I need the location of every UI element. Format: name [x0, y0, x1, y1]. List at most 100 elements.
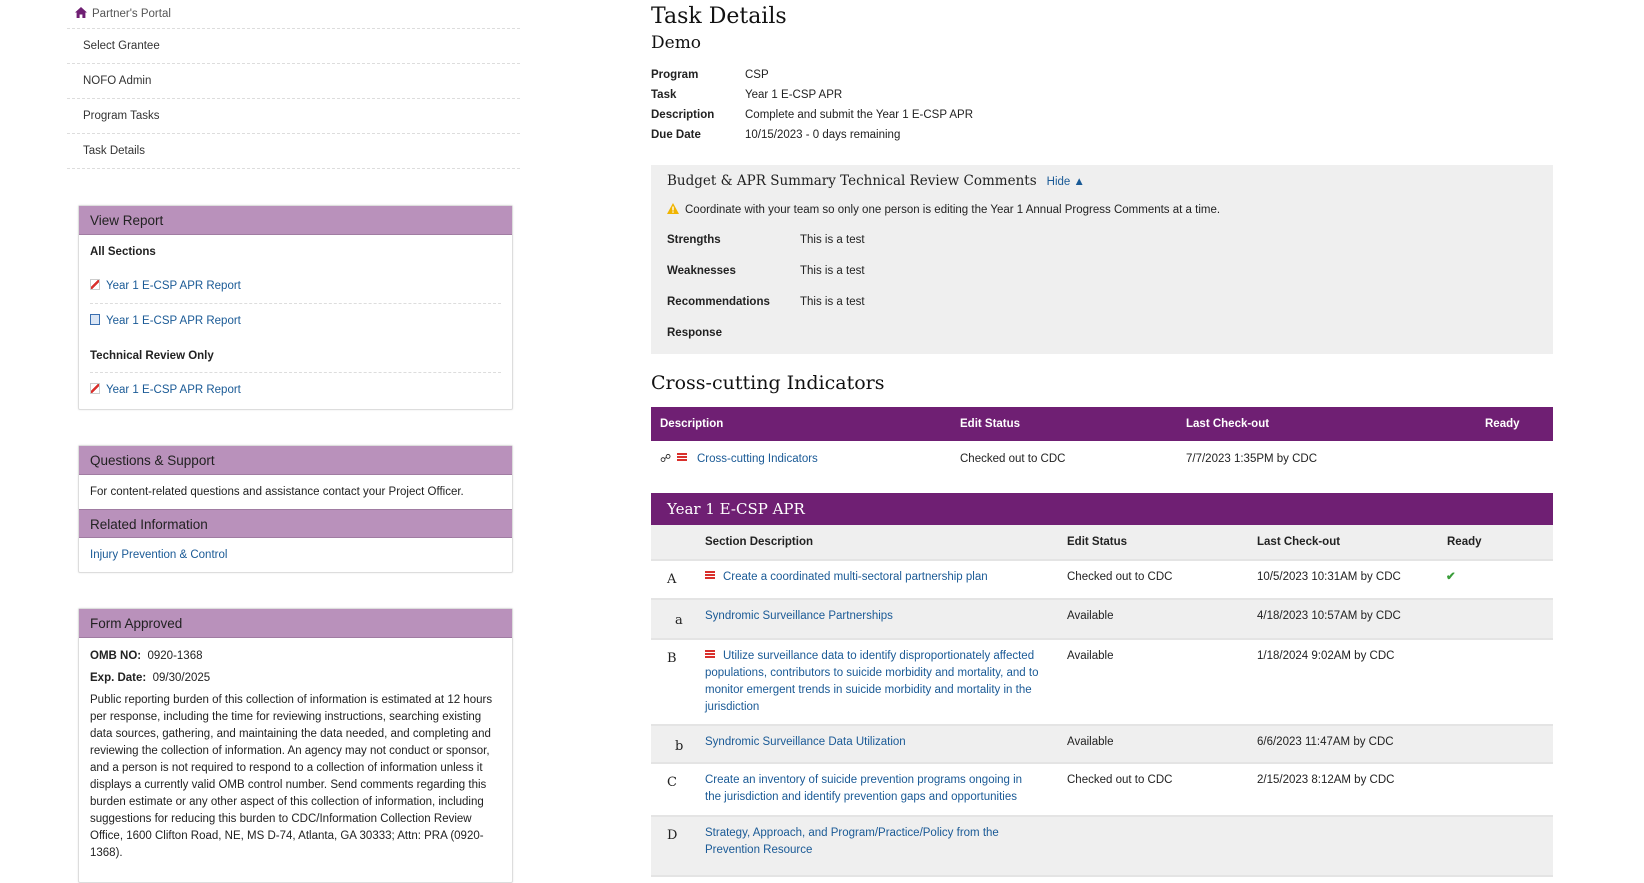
all-sections-heading: All Sections: [90, 246, 156, 258]
nav-partners-portal[interactable]: Partner's Portal: [67, 0, 520, 29]
col-last-checkout: Last Check-out: [1186, 418, 1270, 430]
related-info-title: Related Information: [79, 509, 512, 538]
field-label: Program: [651, 69, 699, 81]
col-edit-status: Edit Status: [1067, 536, 1128, 548]
panel-title: Form Approved: [79, 609, 512, 638]
panel-title: View Report: [79, 206, 512, 235]
home-icon: [75, 7, 87, 18]
comments-title: Budget & APR Summary Technical Review Co…: [667, 173, 1037, 189]
apr-row: b Syndromic Surveillance Data Utilization…: [651, 726, 1553, 764]
report-link-label[interactable]: Year 1 E-CSP APR Report: [106, 384, 241, 396]
report-link-pdf[interactable]: Year 1 E-CSP APR Report: [90, 269, 501, 304]
field-value: CSP: [745, 69, 769, 81]
comment-value: [800, 318, 1537, 349]
section-link[interactable]: Syndromic Surveillance Partnerships: [705, 610, 893, 622]
comment-row-recommendations: Recommendations This is a test: [667, 287, 1537, 318]
section-link[interactable]: Create a coordinated multi-sectoral part…: [723, 571, 988, 583]
comment-row-strengths: Strengths This is a test: [667, 225, 1537, 256]
edit-status: Available: [1067, 650, 1114, 662]
cross-cutting-header: Description Edit Status Last Check-out R…: [651, 407, 1553, 441]
apr-table-header: Section Description Edit Status Last Che…: [651, 525, 1553, 561]
edit-status: Checked out to CDC: [1067, 571, 1173, 583]
edit-status: Available: [1067, 610, 1114, 622]
section-letter: b: [675, 739, 684, 754]
page-title: Task Details: [651, 4, 787, 29]
nav-task-details[interactable]: Task Details: [67, 134, 520, 169]
field-label: Task: [651, 89, 677, 101]
exp-date: Exp. Date: 09/30/2025: [90, 670, 501, 687]
hide-toggle[interactable]: Hide ▲: [1046, 176, 1085, 188]
section-letter: A: [667, 572, 677, 587]
nav-nofo-admin[interactable]: NOFO Admin: [67, 64, 520, 99]
last-checkout: 7/7/2023 1:35PM by CDC: [1186, 453, 1318, 465]
apr-table-body: A Create a coordinated multi-sectoral par…: [651, 561, 1553, 877]
nav-program-tasks[interactable]: Program Tasks: [67, 99, 520, 134]
technical-review-heading: Technical Review Only: [90, 339, 501, 373]
burden-statement: Public reporting burden of this collecti…: [90, 694, 493, 859]
section-link[interactable]: Strategy, Approach, and Program/Practice…: [705, 827, 999, 856]
exp-label: Exp. Date:: [90, 672, 147, 684]
pdf-icon: [90, 383, 100, 394]
omb-number: OMB NO: 0920-1368: [90, 648, 501, 665]
last-checkout: 4/18/2023 10:57AM by CDC: [1257, 610, 1401, 622]
form-approved-panel: Form Approved OMB NO: 0920-1368 Exp. Dat…: [78, 608, 513, 883]
comment-row-weaknesses: Weaknesses This is a test: [667, 256, 1537, 287]
apr-row: D Strategy, Approach, and Program/Practic…: [651, 817, 1553, 877]
field-value: Year 1 E-CSP APR: [745, 89, 843, 101]
last-checkout: 10/5/2023 10:31AM by CDC: [1257, 571, 1401, 583]
task-fields: Program CSP Task Year 1 E-CSP APR Descript…: [651, 65, 1553, 145]
edit-status: Checked out to CDC: [960, 453, 1066, 465]
document-icon: [677, 453, 687, 462]
report-link-label[interactable]: Year 1 E-CSP APR Report: [106, 315, 241, 327]
col-description: Description: [660, 418, 724, 430]
support-panel: Questions & Support For content-related …: [78, 445, 513, 573]
omb-value: 0920-1368: [147, 650, 203, 662]
comment-label: Strengths: [667, 234, 721, 246]
report-link-word[interactable]: Year 1 E-CSP APR Report: [90, 304, 501, 339]
apr-row: B Utilize surveillance data to identify d…: [651, 640, 1553, 726]
section-letter: B: [667, 651, 677, 666]
comment-value: This is a test: [800, 234, 865, 246]
field-label: Due Date: [651, 129, 701, 141]
review-comments-box: Budget & APR Summary Technical Review Co…: [651, 165, 1553, 354]
section-link[interactable]: Utilize surveillance data to identify di…: [705, 650, 1039, 713]
comment-value: This is a test: [800, 265, 865, 277]
last-checkout: 2/15/2023 8:12AM by CDC: [1257, 774, 1395, 786]
edit-status: Checked out to CDC: [1067, 774, 1173, 786]
col-last-checkout: Last Check-out: [1257, 536, 1341, 548]
apr-row: a Syndromic Surveillance Partnerships Avai…: [651, 600, 1553, 640]
cross-cutting-link[interactable]: Cross-cutting Indicators: [697, 453, 818, 465]
report-link-label[interactable]: Year 1 E-CSP APR Report: [106, 280, 241, 292]
link-icon[interactable]: ☍: [660, 453, 672, 465]
pdf-icon: [90, 279, 100, 290]
word-icon: [90, 314, 100, 325]
field-value: Complete and submit the Year 1 E-CSP APR: [745, 109, 974, 121]
panel-title: Questions & Support: [79, 446, 512, 475]
tech-report-link-pdf[interactable]: Year 1 E-CSP APR Report: [90, 373, 501, 408]
document-icon: [705, 650, 715, 659]
comment-row-response: Response: [667, 318, 1537, 349]
comment-label: Recommendations: [667, 296, 770, 308]
section-link[interactable]: Create an inventory of suicide preventio…: [705, 774, 1023, 803]
col-edit-status: Edit Status: [960, 418, 1021, 430]
section-letter: a: [675, 613, 683, 628]
col-section-description: Section Description: [705, 536, 813, 548]
document-icon: [705, 571, 715, 580]
section-letter: C: [667, 775, 677, 790]
injury-prevention-link[interactable]: Injury Prevention & Control: [90, 549, 228, 561]
omb-label: OMB NO:: [90, 650, 142, 662]
edit-status: Available: [1067, 736, 1114, 748]
comment-label: Weaknesses: [667, 265, 736, 277]
last-checkout: 6/6/2023 11:47AM by CDC: [1257, 736, 1394, 748]
section-letter: D: [667, 828, 678, 843]
cross-cutting-row: ☍ Cross-cutting Indicators Checked out t…: [651, 441, 1553, 477]
sidebar-nav: Partner's Portal Select Grantee NOFO Adm…: [67, 0, 520, 169]
apr-row: A Create a coordinated multi-sectoral par…: [651, 561, 1553, 600]
col-ready: Ready: [1485, 418, 1520, 430]
nav-select-grantee[interactable]: Select Grantee: [67, 29, 520, 64]
view-report-panel: View Report All Sections Year 1 E-CSP AP…: [78, 205, 513, 410]
nav-label: Partner's Portal: [92, 8, 171, 20]
warning-text: Coordinate with your team so only one pe…: [685, 204, 1221, 216]
section-link[interactable]: Syndromic Surveillance Data Utilization: [705, 736, 906, 748]
apr-row: C Create an inventory of suicide preventi…: [651, 764, 1553, 817]
